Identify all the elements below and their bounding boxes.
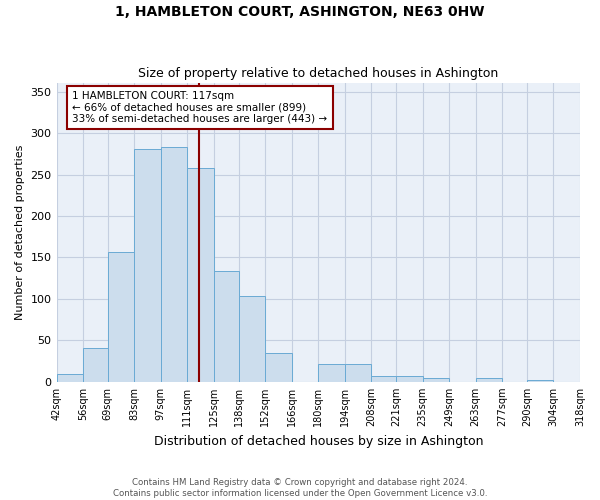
Bar bbox=[527, 380, 553, 382]
Bar bbox=[108, 252, 134, 382]
Title: Size of property relative to detached houses in Ashington: Size of property relative to detached ho… bbox=[138, 66, 499, 80]
Bar bbox=[265, 353, 292, 382]
Bar bbox=[83, 348, 108, 382]
Bar bbox=[239, 296, 265, 382]
X-axis label: Distribution of detached houses by size in Ashington: Distribution of detached houses by size … bbox=[154, 434, 483, 448]
Bar bbox=[580, 380, 600, 382]
Bar bbox=[345, 364, 371, 382]
Bar bbox=[371, 376, 396, 382]
Y-axis label: Number of detached properties: Number of detached properties bbox=[15, 145, 25, 320]
Bar bbox=[422, 378, 449, 382]
Bar bbox=[214, 270, 239, 382]
Bar bbox=[476, 378, 502, 382]
Bar bbox=[161, 148, 187, 382]
Text: 1 HAMBLETON COURT: 117sqm
← 66% of detached houses are smaller (899)
33% of semi: 1 HAMBLETON COURT: 117sqm ← 66% of detac… bbox=[72, 91, 328, 124]
Bar bbox=[56, 374, 83, 382]
Bar bbox=[396, 376, 422, 382]
Bar bbox=[318, 364, 345, 382]
Text: Contains HM Land Registry data © Crown copyright and database right 2024.
Contai: Contains HM Land Registry data © Crown c… bbox=[113, 478, 487, 498]
Bar bbox=[187, 168, 214, 382]
Text: 1, HAMBLETON COURT, ASHINGTON, NE63 0HW: 1, HAMBLETON COURT, ASHINGTON, NE63 0HW bbox=[115, 5, 485, 19]
Bar bbox=[134, 149, 161, 382]
